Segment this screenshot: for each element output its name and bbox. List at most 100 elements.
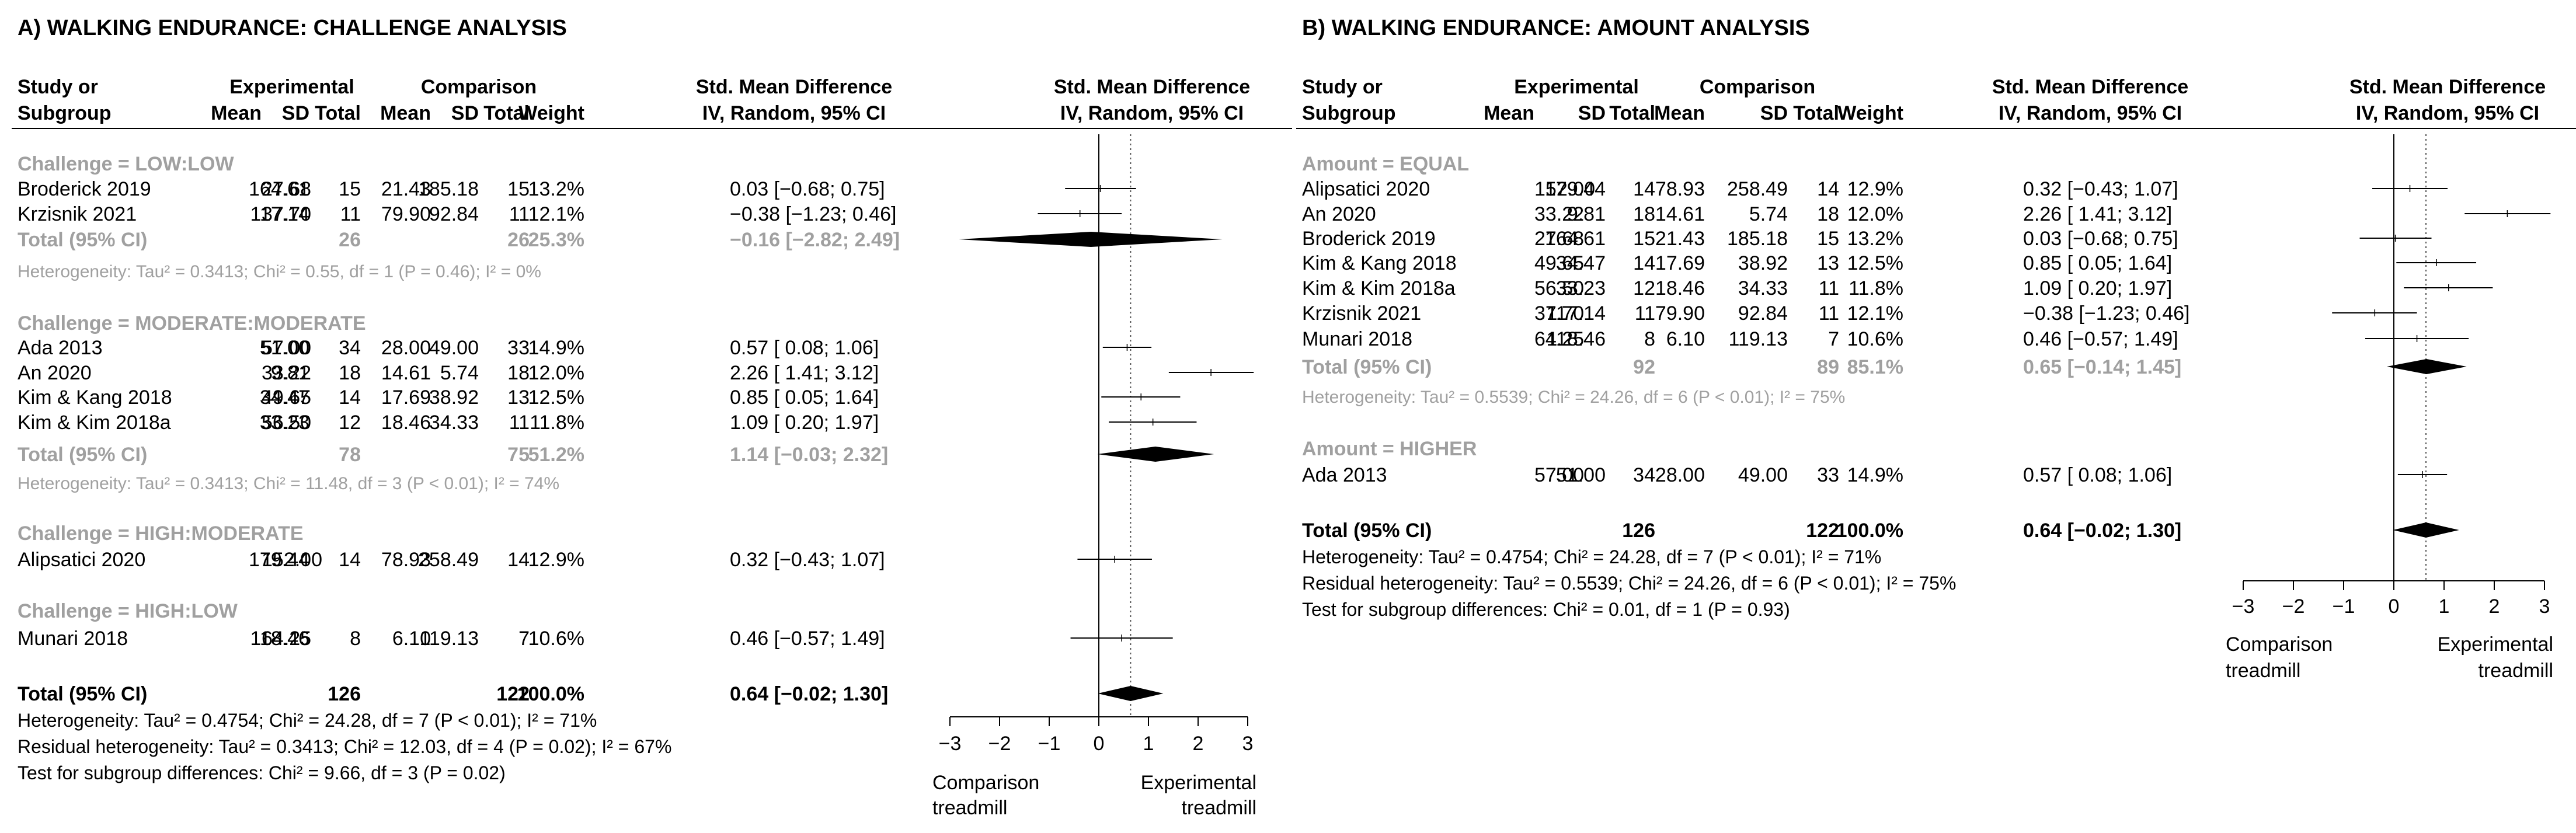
comp-mean: 79.90 bbox=[381, 203, 431, 225]
exp-sd: 33.23 bbox=[1556, 277, 1606, 299]
header-weight: Weight bbox=[518, 102, 584, 124]
overall-diamond bbox=[1098, 686, 1164, 701]
exp-total: 34 bbox=[1633, 464, 1655, 486]
comp-sd: 92.84 bbox=[429, 203, 479, 225]
header-comp-total: Total bbox=[483, 102, 530, 124]
exp-sd: 33.23 bbox=[260, 412, 309, 434]
study-weight: 14.9% bbox=[1847, 464, 1903, 486]
header-weight: Weight bbox=[1837, 102, 1903, 124]
x-axis-tick-label: 0 bbox=[1094, 733, 1105, 755]
study-weight: 12.5% bbox=[1847, 252, 1903, 274]
study-name: An 2020 bbox=[1302, 203, 1376, 225]
exp-total: 18 bbox=[339, 362, 361, 384]
study-name: Kim & Kang 2018 bbox=[1302, 252, 1457, 274]
header-smd: Std. Mean Difference bbox=[696, 76, 892, 98]
overall-statistics: Test for subgroup differences: Chi² = 9.… bbox=[18, 762, 506, 783]
exp-sd: 179.44 bbox=[249, 549, 309, 571]
header-exp-mean: Mean bbox=[211, 102, 262, 124]
header-plot-smd: Std. Mean Difference bbox=[2349, 76, 2546, 98]
comp-mean: 17.69 bbox=[1655, 252, 1705, 274]
comp-mean: 28.00 bbox=[381, 337, 431, 359]
subgroup-label: Challenge = HIGH:LOW bbox=[18, 600, 238, 622]
comp-sd: 185.18 bbox=[1727, 228, 1788, 250]
study-weight: 11.8% bbox=[1849, 277, 1903, 299]
exp-sd: 164.61 bbox=[1545, 228, 1606, 250]
panel-title: A) WALKING ENDURANCE: CHALLENGE ANALYSIS bbox=[18, 16, 567, 40]
comp-sd: 185.18 bbox=[418, 178, 479, 200]
comp-sd: 34.33 bbox=[429, 412, 479, 434]
comp-mean: 17.69 bbox=[381, 386, 431, 409]
comp-mean: 28.00 bbox=[1655, 464, 1705, 486]
header-plot-method: IV, Random, 95% CI bbox=[2356, 102, 2539, 124]
exp-total: 14 bbox=[339, 386, 361, 409]
subgroup-weight: 85.1% bbox=[1847, 356, 1903, 378]
exp-mean: 49.65 bbox=[1534, 252, 1584, 274]
exp-mean: 49.65 bbox=[262, 386, 311, 409]
exp-total: 14 bbox=[339, 549, 361, 571]
study-ci: 0.57 [ 0.08; 1.06] bbox=[730, 337, 879, 359]
study-weight: 12.5% bbox=[528, 386, 584, 409]
amount-analysis-panel: B) WALKING ENDURANCE: AMOUNT ANALYSIS Stu… bbox=[1296, 16, 2576, 682]
comp-sd: 34.33 bbox=[1738, 277, 1788, 299]
comp-mean: 18.46 bbox=[1655, 277, 1705, 299]
subgroup-ci: 1.14 [−0.03; 2.32] bbox=[730, 444, 888, 466]
overall-weight: 100.0% bbox=[517, 683, 584, 705]
study-ci: 0.46 [−0.57; 1.49] bbox=[730, 628, 885, 650]
overall-ci: 0.64 [−0.02; 1.30] bbox=[730, 683, 888, 705]
favours-experimental-label: Experimental bbox=[1141, 772, 1256, 794]
header-exp-sd: SD bbox=[1578, 102, 1606, 124]
study-weight: 13.2% bbox=[528, 178, 584, 200]
header-comparison: Comparison bbox=[1700, 76, 1815, 98]
x-axis-tick-label: −2 bbox=[988, 733, 1011, 755]
study-weight: 10.6% bbox=[528, 628, 584, 650]
comp-mean: 78.93 bbox=[381, 549, 431, 571]
overall-ci: 0.64 [−0.02; 1.30] bbox=[2023, 520, 2181, 542]
comp-total: 11 bbox=[509, 412, 530, 434]
header-comp-mean: Mean bbox=[380, 102, 431, 124]
comp-total: 15 bbox=[507, 178, 530, 200]
comp-total: 7 bbox=[518, 628, 530, 650]
favours-comparison-label: Comparison bbox=[932, 772, 1039, 794]
study-ci: 1.09 [ 0.20; 1.97] bbox=[730, 412, 879, 434]
header-experimental: Experimental bbox=[1514, 76, 1639, 98]
subgroup-exp-total: 78 bbox=[339, 444, 361, 466]
subgroup-weight: 25.3% bbox=[528, 229, 584, 251]
header-plot-method: IV, Random, 95% CI bbox=[1060, 102, 1244, 124]
panel-title: B) WALKING ENDURANCE: AMOUNT ANALYSIS bbox=[1302, 16, 1810, 40]
exp-mean: 152.00 bbox=[262, 549, 322, 571]
subgroup-diamond bbox=[2386, 359, 2467, 374]
exp-total: 34 bbox=[339, 337, 361, 359]
exp-total: 15 bbox=[339, 178, 361, 200]
study-name: Krzisnik 2021 bbox=[1302, 302, 1421, 325]
study-weight: 12.0% bbox=[528, 362, 584, 384]
comp-total: 18 bbox=[1817, 203, 1839, 225]
study-weight: 12.9% bbox=[1847, 178, 1903, 200]
header-smd: Std. Mean Difference bbox=[1992, 76, 2188, 98]
subgroup-heterogeneity: Heterogeneity: Tau² = 0.3413; Chi² = 11.… bbox=[18, 474, 559, 493]
comp-sd: 5.74 bbox=[1749, 203, 1788, 225]
header-subgroup: Subgroup bbox=[18, 102, 112, 124]
x-axis-tick-label: 3 bbox=[2539, 595, 2550, 618]
subgroup-label: Amount = EQUAL bbox=[1302, 153, 1469, 175]
comp-mean: 79.90 bbox=[1655, 302, 1705, 325]
study-ci: 0.57 [ 0.08; 1.06] bbox=[2023, 464, 2172, 486]
comp-sd: 119.13 bbox=[1729, 328, 1788, 350]
header-experimental: Experimental bbox=[229, 76, 354, 98]
comp-sd: 92.84 bbox=[1738, 302, 1788, 325]
comp-sd: 38.92 bbox=[429, 386, 479, 409]
study-ci: 0.32 [−0.43; 1.07] bbox=[2023, 178, 2178, 200]
exp-total: 14 bbox=[1633, 178, 1655, 200]
study-ci: 0.85 [ 0.05; 1.64] bbox=[730, 386, 879, 409]
favours-comparison-label: treadmill bbox=[932, 797, 1007, 819]
comp-mean: 21.43 bbox=[381, 178, 431, 200]
overall-comp-total: 122 bbox=[1806, 520, 1839, 542]
study-name: Krzisnik 2021 bbox=[18, 203, 137, 225]
study-weight: 12.9% bbox=[528, 549, 584, 571]
comp-mean: 21.43 bbox=[1655, 228, 1705, 250]
study-name: Munari 2018 bbox=[18, 628, 128, 650]
exp-total: 11 bbox=[340, 203, 361, 225]
study-name: Ada 2013 bbox=[18, 337, 103, 359]
subgroup-comp-total: 89 bbox=[1817, 356, 1839, 378]
